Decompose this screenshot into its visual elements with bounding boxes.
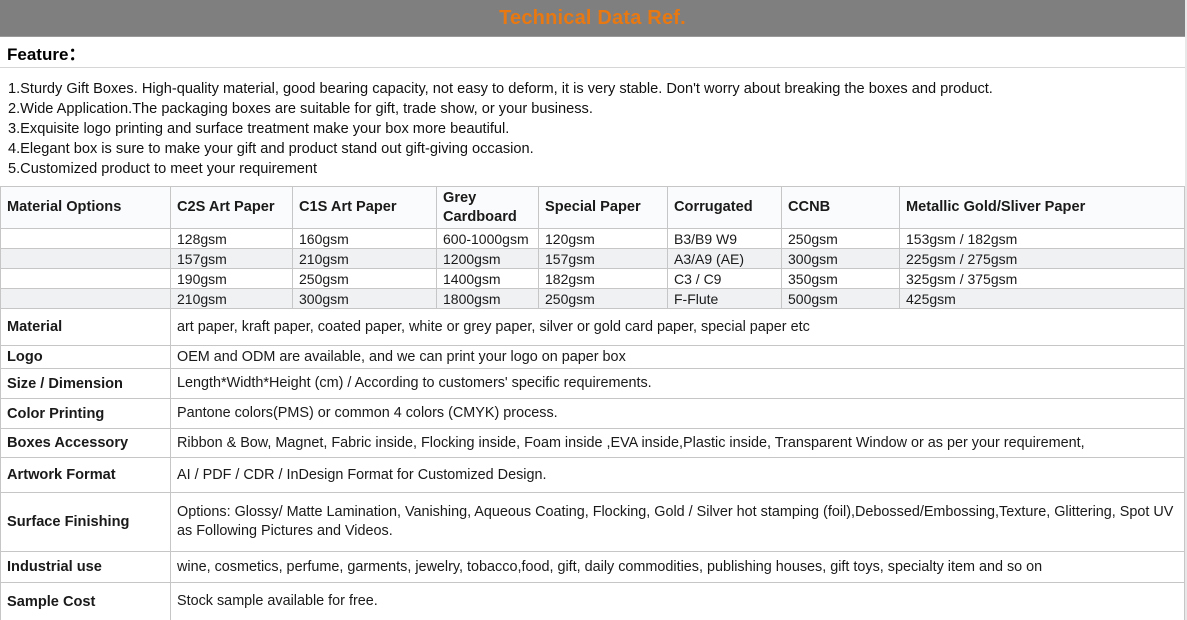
- column-header: Metallic Gold/Sliver Paper: [899, 186, 1185, 229]
- empty-cell: [0, 268, 171, 289]
- cell: 250gsm: [781, 228, 900, 249]
- row-label: Material: [0, 308, 171, 346]
- empty-cell: [0, 288, 171, 309]
- cell: 600-1000gsm: [436, 228, 539, 249]
- cell: 182gsm: [538, 268, 668, 289]
- table-row: 210gsm 300gsm 1800gsm 250gsm F-Flute 500…: [0, 288, 1185, 309]
- column-header: C2S Art Paper: [170, 186, 293, 229]
- cell: 300gsm: [781, 248, 900, 269]
- row-value: Ribbon & Bow, Magnet, Fabric inside, Flo…: [170, 428, 1185, 458]
- row-label: Color Printing: [0, 398, 171, 429]
- empty-cell: [0, 228, 171, 249]
- column-header: Special Paper: [538, 186, 668, 229]
- feature-item: 5.Customized product to meet your requir…: [8, 161, 318, 177]
- row-value: Length*Width*Height (cm) / According to …: [170, 368, 1185, 399]
- page-title: Technical Data Ref.: [499, 6, 686, 29]
- feature-item: 4.Elegant box is sure to make your gift …: [8, 141, 534, 157]
- title-banner: Technical Data Ref.: [0, 0, 1185, 37]
- column-header: Grey Cardboard: [436, 186, 539, 229]
- feature-heading: Feature：: [0, 37, 1185, 68]
- spec-row-industrial-use: Industrial use wine, cosmetics, perfume,…: [0, 551, 1185, 583]
- spec-row-logo: Logo OEM and ODM are available, and we c…: [0, 345, 1185, 369]
- cell: 1800gsm: [436, 288, 539, 309]
- cell: 210gsm: [170, 288, 293, 309]
- cell: 120gsm: [538, 228, 668, 249]
- row-value: AI / PDF / CDR / InDesign Format for Cus…: [170, 457, 1185, 493]
- table-row: 157gsm 210gsm 1200gsm 157gsm A3/A9 (AE) …: [0, 248, 1185, 269]
- cell: 128gsm: [170, 228, 293, 249]
- cell: 225gsm / 275gsm: [899, 248, 1185, 269]
- spec-row-artwork-format: Artwork Format AI / PDF / CDR / InDesign…: [0, 457, 1185, 493]
- column-header: Corrugated: [667, 186, 782, 229]
- table-row: 128gsm 160gsm 600-1000gsm 120gsm B3/B9 W…: [0, 228, 1185, 249]
- row-label: Boxes Accessory: [0, 428, 171, 458]
- cell: 160gsm: [292, 228, 437, 249]
- column-header: C1S Art Paper: [292, 186, 437, 229]
- cell: 1200gsm: [436, 248, 539, 269]
- feature-list: 1.Sturdy Gift Boxes. High-quality materi…: [0, 68, 1185, 186]
- spec-row-surface-finishing: Surface Finishing Options: Glossy/ Matte…: [0, 492, 1185, 552]
- row-label: Size / Dimension: [0, 368, 171, 399]
- cell: 325gsm / 375gsm: [899, 268, 1185, 289]
- cell: 1400gsm: [436, 268, 539, 289]
- row-label: Surface Finishing: [0, 492, 171, 552]
- row-value: art paper, kraft paper, coated paper, wh…: [170, 308, 1185, 346]
- cell: 250gsm: [538, 288, 668, 309]
- row-label: Industrial use: [0, 551, 171, 583]
- row-label: Artwork Format: [0, 457, 171, 493]
- spec-row-material: Material art paper, kraft paper, coated …: [0, 308, 1185, 346]
- cell: 157gsm: [170, 248, 293, 269]
- cell: 425gsm: [899, 288, 1185, 309]
- cell: B3/B9 W9: [667, 228, 782, 249]
- feature-item: 2.Wide Application.The packaging boxes a…: [8, 101, 593, 117]
- cell: C3 / C9: [667, 268, 782, 289]
- feature-item: 3.Exquisite logo printing and surface tr…: [8, 121, 510, 137]
- technical-data-table: Material Options C2S Art Paper C1S Art P…: [0, 186, 1185, 620]
- materials-header-row: Material Options C2S Art Paper C1S Art P…: [0, 186, 1185, 229]
- column-header: CCNB: [781, 186, 900, 229]
- row-value: wine, cosmetics, perfume, garments, jewe…: [170, 551, 1185, 583]
- cell: F-Flute: [667, 288, 782, 309]
- cell: 153gsm / 182gsm: [899, 228, 1185, 249]
- cell: 210gsm: [292, 248, 437, 269]
- spec-row-size-dimension: Size / Dimension Length*Width*Height (cm…: [0, 368, 1185, 399]
- row-label: Sample Cost: [0, 582, 171, 620]
- spec-row-boxes-accessory: Boxes Accessory Ribbon & Bow, Magnet, Fa…: [0, 428, 1185, 458]
- cell: A3/A9 (AE): [667, 248, 782, 269]
- row-label: Logo: [0, 345, 171, 369]
- cell: 350gsm: [781, 268, 900, 289]
- spec-row-color-printing: Color Printing Pantone colors(PMS) or co…: [0, 398, 1185, 429]
- cell: 250gsm: [292, 268, 437, 289]
- table-row: 190gsm 250gsm 1400gsm 182gsm C3 / C9 350…: [0, 268, 1185, 289]
- cell: 157gsm: [538, 248, 668, 269]
- row-value: Pantone colors(PMS) or common 4 colors (…: [170, 398, 1185, 429]
- spec-row-sample-cost: Sample Cost Stock sample available for f…: [0, 582, 1185, 620]
- feature-item: 1.Sturdy Gift Boxes. High-quality materi…: [8, 81, 993, 97]
- row-value: OEM and ODM are available, and we can pr…: [170, 345, 1185, 369]
- column-header: Material Options: [0, 186, 171, 229]
- empty-cell: [0, 248, 171, 269]
- row-value: Stock sample available for free.: [170, 582, 1185, 620]
- row-value: Options: Glossy/ Matte Lamination, Vanis…: [170, 492, 1185, 552]
- cell: 300gsm: [292, 288, 437, 309]
- cell: 190gsm: [170, 268, 293, 289]
- cell: 500gsm: [781, 288, 900, 309]
